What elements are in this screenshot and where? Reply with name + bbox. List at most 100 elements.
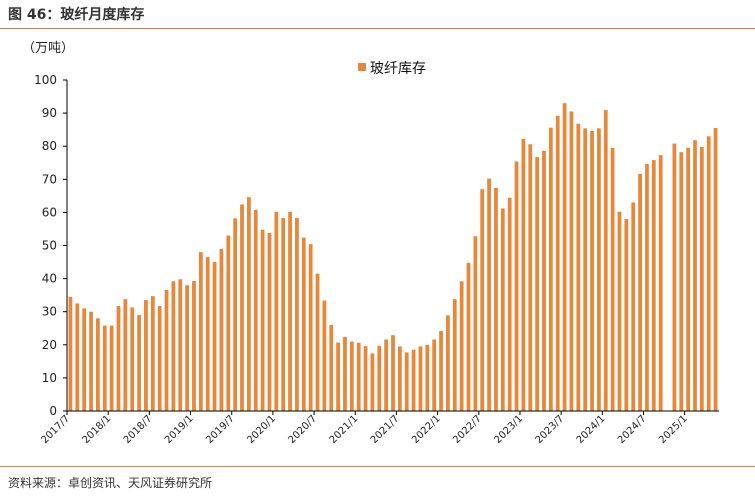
legend: 玻纤库存: [358, 61, 426, 77]
bar: [123, 299, 128, 411]
x-tick-label: 2020/1: [245, 413, 278, 446]
bar: [295, 218, 299, 411]
x-tick-label: 2017/7: [39, 413, 72, 446]
y-tick-label: 80: [42, 139, 57, 153]
x-tick-label: 2023/7: [534, 413, 567, 446]
x-tick-label: 2021/7: [369, 413, 402, 446]
unit-label: （万吨）: [22, 41, 75, 56]
bar: [507, 197, 512, 411]
x-tick-label: 2022/1: [410, 413, 443, 446]
bar: [308, 244, 313, 411]
bar: [267, 232, 272, 411]
x-tick-label: 2019/7: [204, 413, 237, 446]
bar: [288, 211, 292, 411]
bar: [226, 235, 231, 411]
bar: [192, 280, 196, 411]
bar: [555, 115, 560, 411]
x-tick-label: 2022/7: [451, 413, 484, 446]
bar: [329, 324, 334, 411]
bar: [425, 344, 430, 411]
bar: [233, 218, 238, 411]
source-note: 资料来源：卓创资讯、天风证券研究所: [8, 476, 213, 490]
bar: [130, 307, 135, 411]
bar: [452, 299, 457, 411]
y-tick-label: 100: [34, 73, 57, 87]
y-tick-label: 50: [42, 239, 57, 253]
bar: [397, 346, 402, 411]
x-tick-label: 2021/1: [328, 413, 361, 446]
bar: [164, 289, 169, 411]
bar: [315, 273, 320, 411]
x-tick-label: 2023/1: [492, 413, 525, 446]
bar: [82, 308, 87, 411]
x-tick-label: 2018/1: [81, 413, 114, 446]
bar: [363, 346, 368, 411]
bar: [521, 138, 526, 412]
x-tick-label: 2018/7: [122, 413, 155, 446]
bar: [576, 123, 581, 411]
bar: [322, 300, 327, 411]
y-tick-label: 20: [42, 338, 57, 352]
bar: [260, 229, 265, 411]
bar: [446, 315, 450, 411]
bar: [569, 111, 574, 411]
x-tick-label: 2025/1: [657, 413, 690, 446]
bar: [411, 349, 416, 411]
bar: [528, 144, 533, 411]
bar: [597, 128, 601, 411]
bar: [487, 178, 491, 411]
bar: [391, 335, 395, 411]
x-axis-ticks: 2017/7 2018/1 2018/7 2019/1 2019/7 2020/1 2020…: [39, 411, 690, 446]
bar: [686, 147, 690, 411]
bar: [171, 281, 176, 411]
bar: [301, 237, 306, 411]
y-tick-label: 70: [42, 172, 57, 186]
bar: [281, 218, 286, 411]
x-tick-label: 2020/7: [287, 413, 320, 446]
bar: [343, 336, 347, 411]
bar: [109, 325, 114, 411]
bar: [370, 353, 375, 411]
bar: [274, 211, 279, 411]
bar: [535, 157, 540, 411]
bar: [246, 197, 251, 411]
bar: [198, 252, 203, 411]
bar: [377, 345, 382, 411]
bar: [514, 161, 519, 411]
bar: [157, 306, 162, 411]
bar: [706, 136, 711, 411]
bar: [178, 279, 183, 411]
bar: [679, 152, 684, 411]
y-tick-label: 30: [42, 305, 57, 319]
bar-chart: 0 10 20 30 40 50 60 70 80 90 100 2017/7 2018/1 2018/…: [34, 61, 719, 446]
bar: [253, 209, 258, 411]
legend-swatch: [358, 63, 366, 71]
source-rule: [0, 466, 755, 467]
bar: [384, 339, 389, 411]
x-tick-label: 2024/1: [575, 413, 608, 446]
y-tick-label: 10: [42, 371, 57, 385]
title-rule: [0, 28, 755, 29]
bar: [185, 285, 189, 411]
bar: [473, 236, 478, 411]
bar: [89, 311, 93, 411]
bar: [75, 303, 80, 411]
bar: [658, 155, 663, 411]
bar: [96, 318, 100, 411]
bar: [137, 315, 141, 411]
bar: [212, 262, 217, 411]
bar: [638, 174, 642, 411]
y-tick-label: 0: [49, 404, 57, 418]
bar: [102, 325, 107, 411]
bar: [205, 257, 210, 411]
bar: [494, 187, 498, 411]
bar: [219, 248, 224, 411]
bar: [349, 341, 354, 411]
bar: [610, 147, 615, 411]
bar: [713, 128, 718, 411]
bar: [459, 281, 464, 411]
bar: [336, 342, 340, 411]
figure-title: 图 46：玻纤月度库存: [8, 7, 145, 23]
bar: [432, 339, 437, 411]
bar: [68, 296, 73, 411]
